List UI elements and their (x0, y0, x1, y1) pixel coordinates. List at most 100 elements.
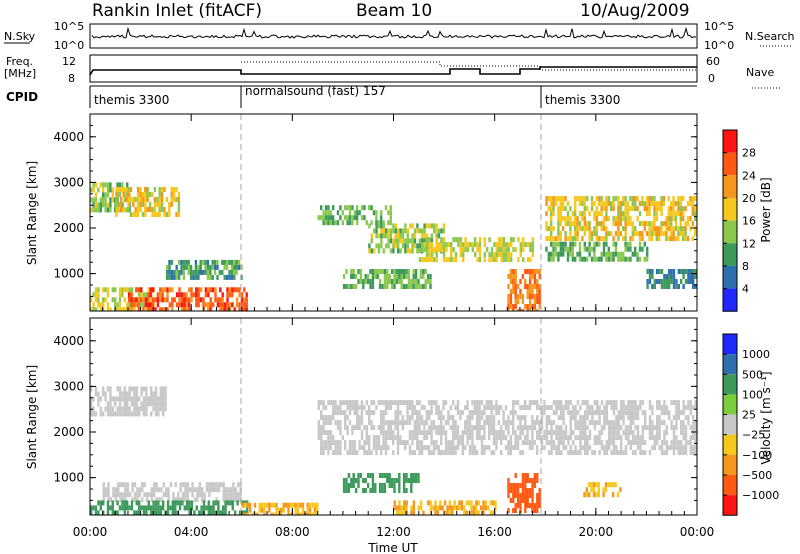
power-cell (418, 243, 421, 249)
velocity-cell (468, 430, 472, 436)
velocity-cell (663, 410, 666, 416)
velocity-cell (138, 510, 141, 515)
power-cell (476, 257, 479, 263)
power-cell (650, 231, 654, 237)
velocity-cell (521, 405, 524, 411)
power-cell (663, 279, 666, 284)
power-cell (175, 197, 178, 202)
velocity-cell (694, 435, 697, 441)
velocity-cell (382, 400, 385, 406)
velocity-cell (406, 410, 409, 416)
power-cell (524, 269, 527, 274)
power-cell (402, 274, 406, 279)
velocity-cell (507, 493, 510, 498)
velocity-cell (386, 478, 389, 483)
velocity-cell (436, 505, 440, 511)
power-cell (583, 216, 586, 222)
power-cell (99, 207, 102, 213)
power-cell (106, 292, 110, 298)
power-cell (566, 221, 570, 227)
velocity-cell (268, 502, 271, 508)
velocity-cell (164, 401, 167, 407)
velocity-cell (648, 430, 652, 436)
velocity-cell (672, 425, 676, 431)
velocity-cell (665, 430, 668, 436)
velocity-cell (317, 435, 320, 441)
velocity-cell (440, 430, 443, 436)
power-cell (424, 269, 427, 274)
velocity-cell (507, 450, 510, 456)
velocity-cell (384, 410, 388, 416)
velocity-cell (370, 425, 373, 431)
velocity-cell (356, 425, 359, 431)
velocity-cell (656, 405, 659, 411)
velocity-cell (152, 401, 155, 407)
velocity-cell (567, 405, 570, 411)
power-cell (199, 264, 202, 270)
power-cell (576, 216, 579, 222)
velocity-cell (612, 425, 616, 431)
velocity-cell (313, 502, 317, 508)
power-cell (516, 299, 520, 304)
power-colorbar-swatch (723, 265, 737, 289)
velocity-cell (658, 405, 661, 411)
power-cell (533, 269, 537, 274)
power-cell (221, 269, 224, 275)
velocity-cell (528, 493, 532, 498)
power-cell (529, 247, 532, 253)
velocity-cell (172, 492, 175, 498)
power-cell (207, 287, 210, 293)
velocity-cell (322, 415, 325, 421)
power-cell (235, 287, 239, 293)
velocity-cell (617, 410, 620, 416)
power-cell (557, 226, 560, 232)
power-cell (510, 257, 513, 263)
power-cell (462, 252, 465, 258)
power-cell (414, 279, 418, 284)
power-cell (471, 247, 474, 253)
velocity-cell (435, 445, 438, 451)
power-cell (498, 252, 501, 258)
velocity-cell (344, 410, 347, 416)
velocity-cell (608, 400, 611, 406)
velocity-cell (411, 435, 414, 441)
power-cell (583, 211, 586, 217)
velocity-cell (550, 420, 553, 426)
velocity-cell (670, 420, 673, 426)
power-cell (383, 274, 387, 279)
velocity-cell (592, 482, 596, 488)
velocity-cell (509, 450, 512, 456)
velocity-cell (375, 445, 378, 451)
power-cell (547, 251, 550, 257)
time-axis: 00:00 04:00 08:00 12:00 16:00 20:00 00:00 (73, 114, 714, 539)
power-cell (141, 197, 145, 202)
velocity-cell (592, 487, 596, 493)
velocity-cell (121, 500, 124, 506)
velocity-cell (514, 508, 517, 513)
velocity-cell (689, 450, 692, 456)
power-cell (519, 294, 522, 299)
power-cell (653, 201, 656, 207)
velocity-cell (389, 420, 392, 426)
power-cell (622, 251, 625, 257)
velocity-cell (196, 492, 199, 498)
power-cell (435, 257, 438, 263)
power-cell (617, 206, 620, 212)
power-cell (552, 236, 555, 242)
velocity-cell (207, 505, 210, 511)
velocity-cell (365, 425, 368, 431)
velocity-cell (675, 435, 678, 441)
velocity-cell (126, 500, 129, 506)
velocity-cell (159, 406, 162, 412)
power-cell (185, 259, 188, 265)
velocity-cell (128, 386, 131, 392)
velocity-cell (452, 435, 455, 441)
velocity-cell (179, 482, 182, 488)
velocity-cell (410, 505, 413, 511)
power-cell (94, 297, 98, 303)
velocity-cell (164, 396, 167, 402)
velocity-cell (588, 435, 592, 441)
velocity-cell (555, 405, 558, 411)
velocity-cell (121, 391, 124, 397)
velocity-cell (639, 405, 642, 411)
